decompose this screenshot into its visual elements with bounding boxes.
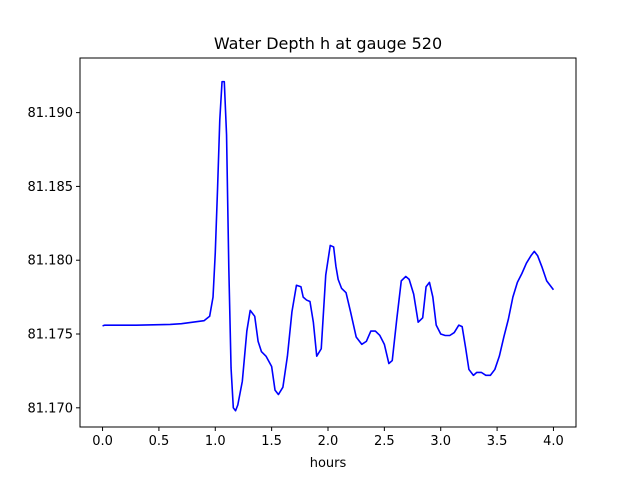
series-line-0 [102, 80, 555, 412]
x-tick-label: 1.5 [261, 434, 282, 449]
x-axis-label: hours [310, 456, 347, 471]
x-tick-label: 4.0 [543, 434, 564, 449]
x-tick-label: 0.0 [92, 434, 113, 449]
x-tick-label: 1.0 [205, 434, 226, 449]
y-tick-label: 81.190 [28, 106, 74, 121]
y-tick-label: 81.180 [28, 254, 74, 269]
y-tick-label: 81.175 [28, 328, 74, 343]
chart-title: Water Depth h at gauge 520 [214, 34, 442, 53]
x-tick-label: 2.5 [374, 434, 395, 449]
y-tick-label: 81.170 [28, 401, 74, 416]
x-tick-label: 3.0 [430, 434, 451, 449]
x-tick-label: 3.5 [487, 434, 508, 449]
y-axis-ticks: 81.170 81.175 81.180 81.185 81.190 [28, 106, 80, 416]
x-axis-ticks: 0.0 0.5 1.0 1.5 2.0 2.5 3.0 3.5 4.0 [92, 427, 564, 449]
y-tick-label: 81.185 [28, 180, 74, 195]
series-layer [102, 80, 555, 412]
x-tick-label: 2.0 [318, 434, 339, 449]
x-tick-label: 0.5 [149, 434, 170, 449]
